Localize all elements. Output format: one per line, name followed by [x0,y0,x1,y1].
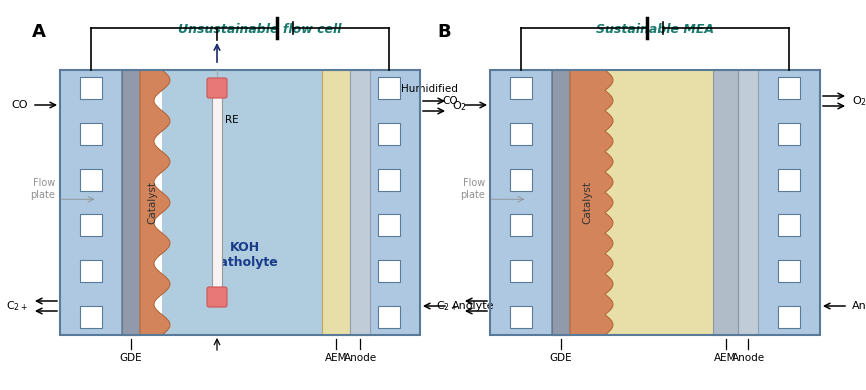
Bar [322,70,350,335]
Bar [80,123,102,145]
Text: C$_{2+}$: C$_{2+}$ [436,299,458,313]
Bar [350,70,370,335]
Text: CO: CO [11,100,28,110]
Bar [713,70,738,335]
Text: KOH
catholyte: KOH catholyte [212,241,278,269]
FancyBboxPatch shape [207,78,227,98]
Bar [778,215,800,236]
Bar [510,168,532,191]
Text: RE: RE [225,115,239,125]
Bar [778,123,800,145]
Text: C$_{2+}$: C$_{2+}$ [6,299,28,313]
Text: O$_2$: O$_2$ [852,94,866,108]
Text: Anode: Anode [732,353,765,363]
Bar [778,77,800,99]
Text: B: B [437,23,450,41]
Text: Unsustainable flow cell: Unsustainable flow cell [178,23,342,36]
Text: Sustainable MEA: Sustainable MEA [596,23,714,36]
Text: AEM: AEM [325,353,347,363]
Bar [122,70,140,335]
Bar [510,306,532,328]
Bar [378,168,400,191]
Bar [378,260,400,282]
Text: Anolyte: Anolyte [452,301,494,311]
Bar [738,70,758,335]
Text: Anode: Anode [344,353,377,363]
Polygon shape [570,70,613,335]
Text: Catalyst: Catalyst [583,181,592,224]
Bar [490,70,820,335]
Bar [212,96,222,289]
Bar [490,70,552,335]
Bar [552,70,570,335]
Bar [80,260,102,282]
Bar [510,260,532,282]
Text: GDE: GDE [120,353,142,363]
Polygon shape [140,70,170,335]
Text: Flow
plate: Flow plate [460,179,485,200]
FancyBboxPatch shape [207,287,227,307]
Bar [80,168,102,191]
Bar [378,77,400,99]
Text: A: A [32,23,46,41]
Bar [778,168,800,191]
Text: Humidified
CO: Humidified CO [401,84,458,106]
Bar [778,260,800,282]
Bar [378,123,400,145]
Bar [60,70,420,335]
Bar [510,123,532,145]
Text: Catalyst: Catalyst [147,181,157,224]
Bar [510,77,532,99]
Bar [80,215,102,236]
Bar [778,306,800,328]
Text: GDE: GDE [550,353,572,363]
Bar [60,70,122,335]
Text: Anolyte: Anolyte [852,301,866,311]
Bar [510,215,532,236]
Bar [758,70,820,335]
Text: O$_2$: O$_2$ [452,99,467,113]
Bar [378,306,400,328]
Text: AEM: AEM [714,353,737,363]
Bar [80,77,102,99]
Bar [570,70,738,335]
Bar [358,70,420,335]
Text: Flow
plate: Flow plate [30,179,55,200]
Bar [80,306,102,328]
Bar [378,215,400,236]
Bar [162,70,370,335]
